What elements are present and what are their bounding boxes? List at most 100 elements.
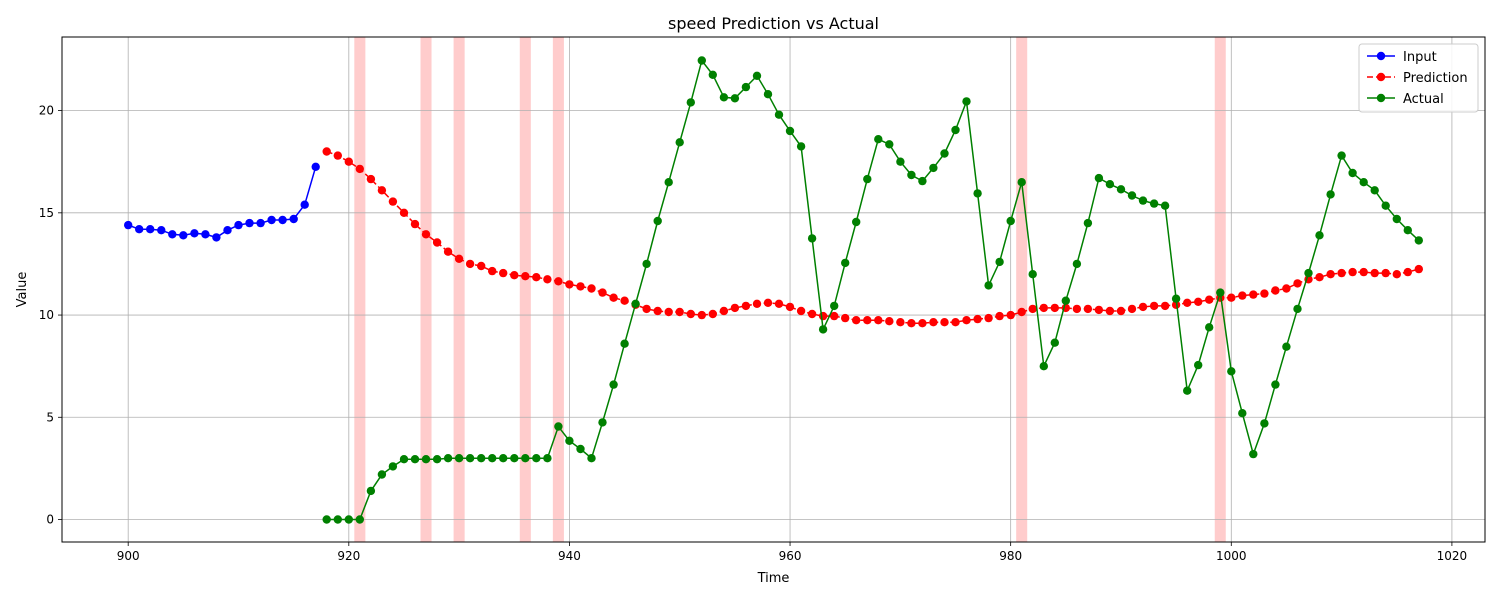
prediction-point (653, 306, 662, 316)
chart-title: speed Prediction vs Actual (668, 14, 879, 33)
actual-point (432, 455, 442, 464)
y-axis-label: Value (15, 272, 30, 308)
x-tick-label: 1020 (1437, 549, 1468, 563)
actual-point (796, 142, 806, 151)
legend-item-actual: Actual (1367, 92, 1444, 107)
actual-point (355, 515, 364, 524)
prediction-point (443, 247, 453, 256)
prediction-point (763, 298, 773, 307)
actual-point (1094, 173, 1104, 183)
input-point (278, 215, 287, 225)
actual-point (951, 125, 960, 135)
highlight-band-4 (552, 37, 564, 542)
input-point (168, 230, 177, 239)
actual-point (1072, 259, 1082, 269)
prediction-point (521, 272, 530, 281)
actual-point (333, 515, 342, 524)
input-point (157, 226, 166, 235)
prediction-point (377, 186, 387, 195)
prediction-point (355, 164, 364, 174)
prediction-point (1039, 303, 1049, 313)
actual-point (554, 422, 563, 431)
prediction-point (1006, 310, 1015, 320)
input-point (256, 218, 265, 228)
prediction-point (1105, 306, 1115, 316)
actual-point (1149, 199, 1159, 208)
actual-point (488, 454, 497, 463)
actual-point (730, 94, 740, 103)
prediction-point (818, 311, 828, 321)
prediction-point (940, 318, 949, 327)
prediction-point (1392, 270, 1402, 279)
prediction-point (399, 208, 409, 217)
actual-point (962, 97, 971, 106)
actual-point (410, 455, 420, 464)
legend-item-input: Input (1367, 50, 1437, 65)
prediction-point (807, 309, 817, 319)
actual-point (852, 217, 861, 227)
y-tick-label: 10 (39, 308, 54, 322)
actual-point (863, 174, 872, 184)
actual-point (1227, 367, 1236, 376)
highlight-band-5 (1016, 37, 1028, 542)
prediction-point (1127, 304, 1137, 314)
prediction-point (1017, 307, 1026, 317)
actual-point (686, 98, 695, 107)
actual-point (1127, 191, 1137, 200)
actual-point (1414, 236, 1424, 245)
actual-point (697, 56, 706, 65)
prediction-point (642, 304, 651, 314)
legend-swatch-marker (1376, 93, 1386, 103)
actual-point (366, 486, 376, 496)
prediction-point (675, 307, 684, 317)
actual-point (807, 234, 817, 243)
x-tick-label: 900 (117, 549, 140, 563)
actual-point (1006, 216, 1015, 226)
input-point (223, 226, 232, 235)
prediction-point (1205, 295, 1214, 304)
axis-ticks: 900 920 940 960 980 1000 1020 0 5 10 15 20 (39, 104, 1467, 563)
actual-point (1205, 323, 1214, 332)
actual-point (1249, 449, 1258, 459)
prediction-point (796, 306, 806, 316)
input-point (212, 233, 221, 242)
y-tick-label: 5 (46, 410, 54, 424)
prediction-point (532, 273, 541, 282)
prediction-point (995, 311, 1004, 321)
prediction-point (984, 313, 993, 323)
actual-point (1194, 360, 1203, 370)
actual-point (1138, 196, 1148, 205)
actual-point (322, 515, 331, 524)
series-layer (124, 56, 1424, 524)
series-actual (322, 56, 1424, 524)
actual-point (874, 135, 883, 144)
x-tick-label: 980 (999, 549, 1022, 563)
prediction-point (918, 319, 927, 328)
actual-point (1050, 338, 1060, 347)
prediction-point (973, 314, 982, 324)
prediction-point (1160, 301, 1170, 311)
prediction-point (852, 316, 861, 325)
actual-point (785, 126, 795, 136)
prediction-point (752, 299, 762, 308)
x-tick-label: 960 (779, 549, 802, 563)
input-point (234, 220, 243, 230)
prediction-point (1260, 289, 1269, 298)
actual-point (521, 454, 530, 463)
prediction-point (1194, 297, 1203, 306)
input-line (127, 166, 317, 239)
actual-point (388, 462, 398, 471)
prediction-point (1381, 268, 1390, 278)
input-point (124, 220, 133, 230)
prediction-point (1414, 264, 1424, 274)
actual-point (576, 444, 585, 454)
prediction-point (1326, 270, 1335, 279)
actual-point (830, 301, 839, 311)
actual-point (1017, 178, 1026, 187)
prediction-point (543, 275, 552, 284)
legend-box (1358, 43, 1479, 113)
legend-label-actual: Actual (1403, 92, 1444, 107)
actual-point (510, 454, 519, 463)
actual-point (499, 454, 508, 463)
